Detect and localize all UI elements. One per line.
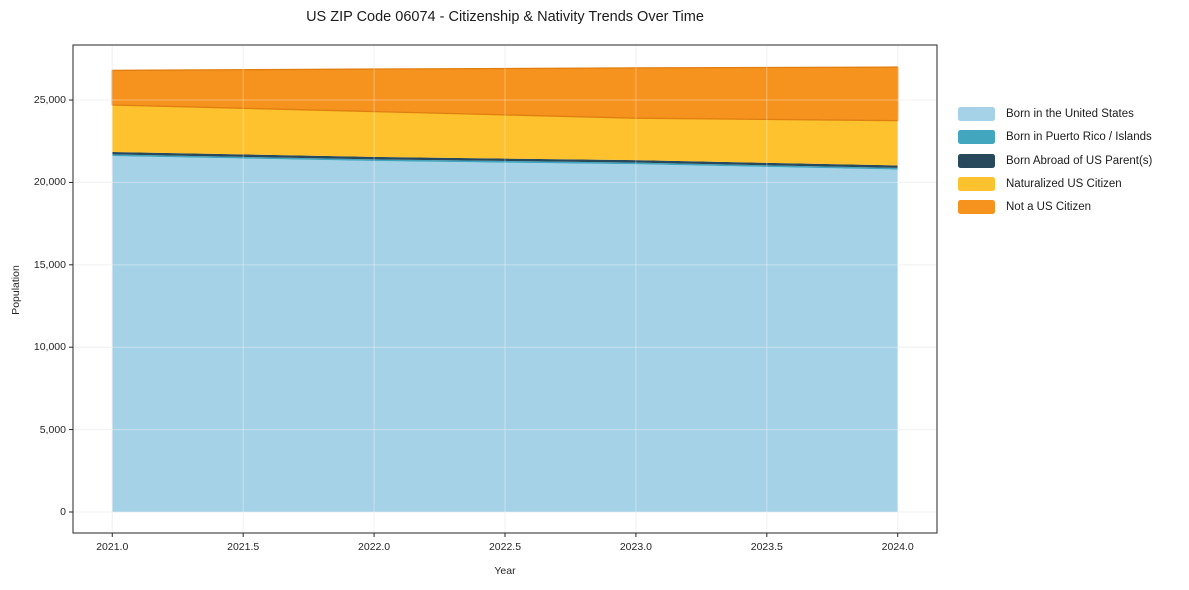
- legend-item: Born Abroad of US Parent(s): [958, 153, 1153, 168]
- area-series: [112, 154, 898, 170]
- area-series: [112, 104, 898, 166]
- legend-item: Naturalized US Citizen: [958, 176, 1152, 191]
- y-tick-label: 0: [60, 505, 66, 518]
- legend-label: Born in Puerto Rico / Islands: [1006, 131, 1152, 144]
- area-series: [112, 151, 898, 168]
- legend-label: Naturalized US Citizen: [1006, 177, 1122, 190]
- legend-label: Born Abroad of US Parent(s): [1006, 154, 1153, 167]
- x-tick-label: 2022.5: [488, 541, 522, 553]
- x-tick-label: 2023.0: [619, 541, 652, 553]
- x-tick-label: 2023.5: [750, 541, 783, 553]
- area-series: [111, 66, 899, 122]
- legend-item: Born in the United States: [958, 107, 1152, 121]
- y-tick-label: 10,000: [33, 341, 66, 354]
- legend-swatch: [958, 200, 995, 215]
- x-tick-label: 2022.0: [358, 541, 391, 553]
- chart-title: US ZIP Code 06074 - Citizenship & Nativi…: [306, 9, 704, 25]
- legend-item: Born in Puerto Rico / Islands: [958, 130, 1152, 145]
- y-tick-label: 5,000: [39, 423, 66, 436]
- legend-swatch: [958, 107, 995, 121]
- x-axis-label: Year: [494, 565, 516, 577]
- x-tick-label: 2021.5: [227, 541, 260, 553]
- y-tick-label: 20,000: [33, 176, 66, 189]
- legend-swatch: [958, 130, 995, 145]
- y-tick-label: 15,000: [33, 258, 66, 271]
- legend-swatch: [958, 153, 995, 168]
- legend: Born in the United States Born in Puerto …: [958, 107, 1153, 215]
- area-series: [112, 156, 898, 512]
- legend-item: Not a US Citizen: [958, 200, 1152, 215]
- legend-swatch: [958, 176, 995, 191]
- x-tick-label: 2021.0: [96, 541, 129, 553]
- x-tick-label: 2024.0: [881, 541, 914, 553]
- legend-label: Not a US Citizen: [1006, 201, 1092, 214]
- y-tick-label: 25,000: [33, 94, 66, 107]
- legend-label: Born in the United States: [1006, 108, 1134, 120]
